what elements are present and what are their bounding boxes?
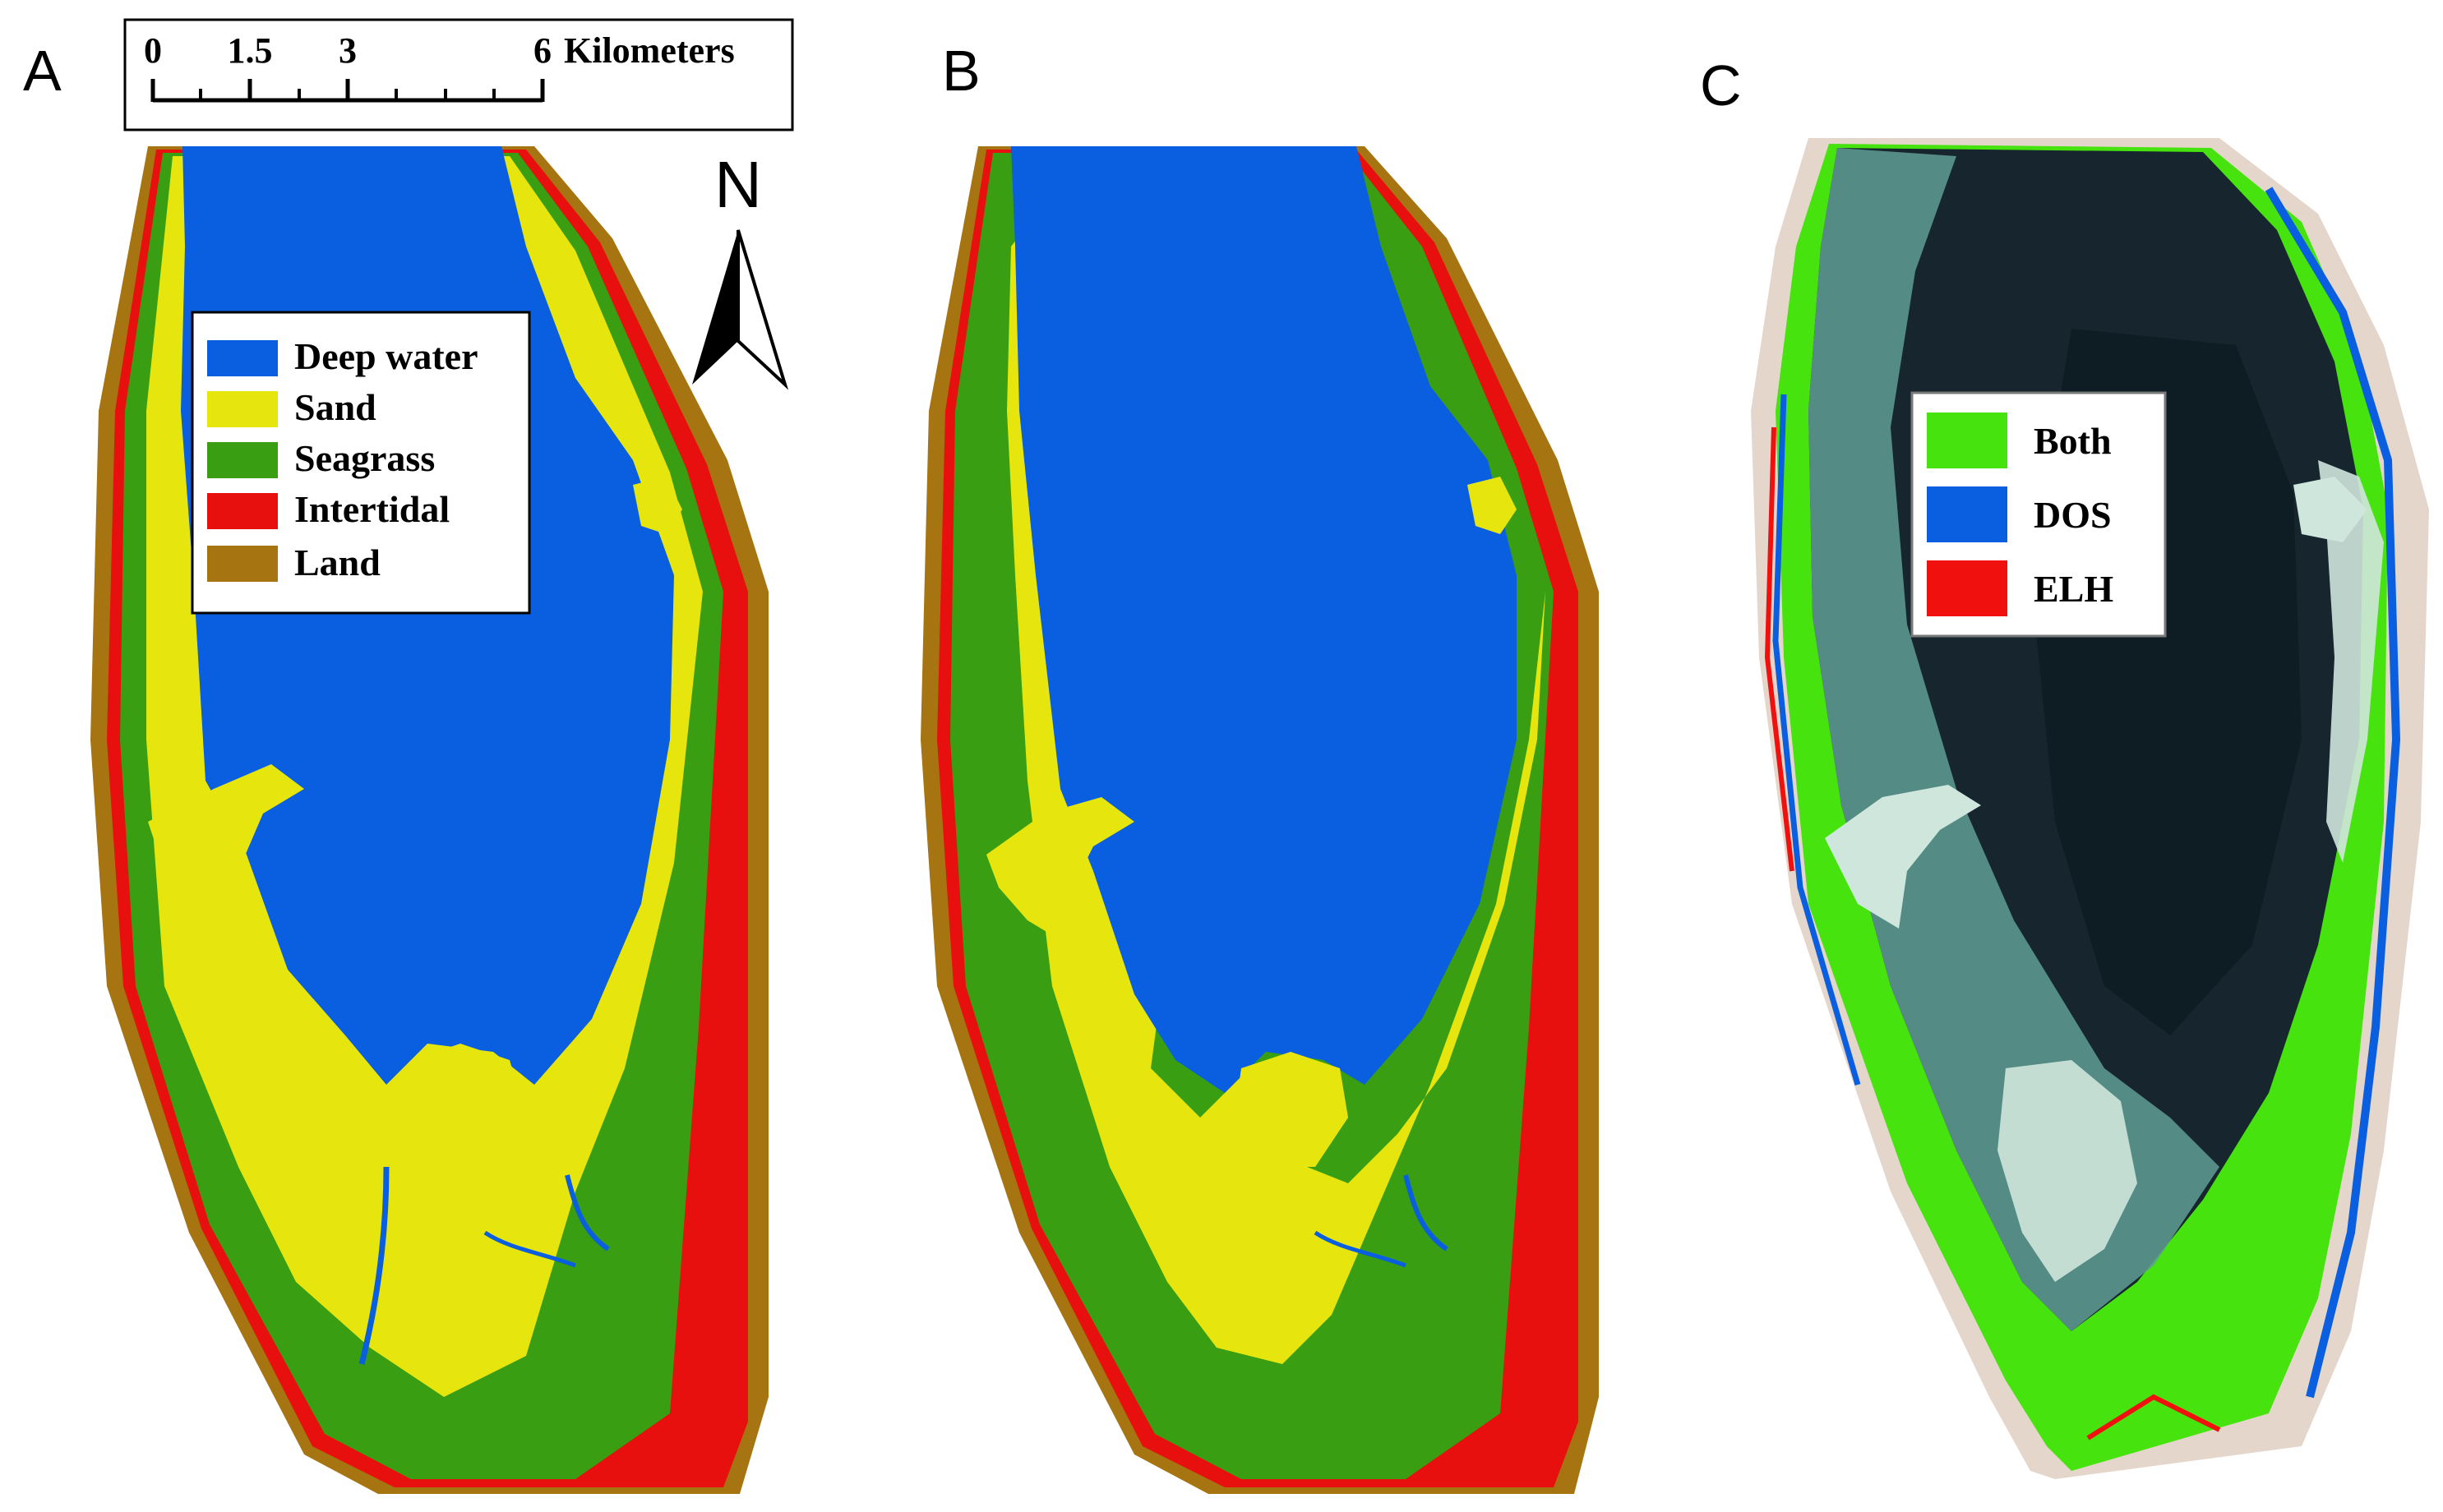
legend-label-seagrass: Seagrass	[294, 437, 435, 479]
scale-label-2: 3	[339, 30, 357, 71]
panel-c-dos-fringe-west	[1772, 394, 1861, 1086]
north-label: N	[714, 148, 762, 221]
legend-swatch-deep-water	[207, 340, 278, 376]
legend-label-land: Land	[294, 542, 381, 583]
panel-letter-a: A	[23, 39, 62, 103]
legend-classes: Deep water Sand Seagrass Intertidal Land	[191, 311, 531, 615]
panel-b-deep-water	[1011, 146, 1517, 1093]
north-arrow-light-half	[737, 229, 789, 390]
scale-bar: 0 1.5 3 6 Kilometers	[123, 18, 794, 131]
north-arrow: N	[692, 148, 789, 390]
legend-swatch-sand	[207, 391, 278, 427]
legend-swatch-both	[1927, 413, 2007, 468]
north-arrow-dark-half	[692, 230, 738, 385]
legend-swatch-elh	[1927, 560, 2007, 616]
scale-label-0: 0	[144, 30, 162, 71]
legend-swatch-intertidal	[207, 493, 278, 529]
panel-c-inlet-sand	[2293, 477, 2367, 542]
panel-c-sand-flat-south	[1997, 1060, 2137, 1282]
legend-label-both: Both	[2034, 420, 2112, 462]
scale-label-1: 1.5	[228, 30, 273, 71]
panel-b-sand	[1007, 214, 1545, 1364]
panel-letter-b: B	[942, 39, 981, 103]
legend-swatch-seagrass	[207, 442, 278, 478]
legend-swatch-dos	[1927, 486, 2007, 542]
panel-b-sand-lobe	[1233, 1052, 1348, 1167]
legend-label-deep-water: Deep water	[294, 335, 478, 377]
scale-bar-frame	[123, 18, 794, 131]
panel-b-channel-2	[1314, 1230, 1406, 1268]
legend-label-elh: ELH	[2034, 568, 2113, 610]
legend-swatch-land	[207, 546, 278, 582]
panel-letter-c: C	[1700, 53, 1742, 118]
panel-a-channel	[358, 1166, 390, 1365]
panel-a-channel-2	[565, 1174, 610, 1252]
scale-label-3: 6	[533, 30, 552, 71]
panel-c: C	[1700, 53, 2429, 1479]
panel-c-elh-fringe-south	[2086, 1394, 2221, 1441]
panel-a-sand-tongue	[148, 764, 304, 929]
panel-b-channel	[1403, 1174, 1448, 1252]
legend-label-dos: DOS	[2034, 494, 2112, 536]
panel-c-sand-flat-west	[1825, 785, 1981, 929]
panel-c-elh-fringe	[1764, 426, 1794, 872]
legend-label-intertidal: Intertidal	[294, 488, 450, 530]
panel-a: A	[23, 39, 769, 1494]
panel-b-inlet-sand	[1467, 477, 1517, 534]
panel-c-dos-fringe-east	[2265, 187, 2401, 1399]
panel-c-sand-flat-east	[2318, 460, 2384, 863]
panel-b-sand-tongue	[986, 797, 1134, 945]
panel-b: B	[921, 39, 1599, 1494]
legend-comparison: Both DOS ELH	[1910, 391, 2167, 638]
legend-label-sand: Sand	[294, 386, 376, 428]
panel-c-shallow	[1808, 148, 2219, 1331]
panel-a-sand-lobe	[403, 1044, 526, 1175]
panel-a-channel-3	[483, 1230, 576, 1268]
panel-a-inlet-sand	[633, 477, 682, 534]
scale-unit: Kilometers	[564, 30, 735, 71]
